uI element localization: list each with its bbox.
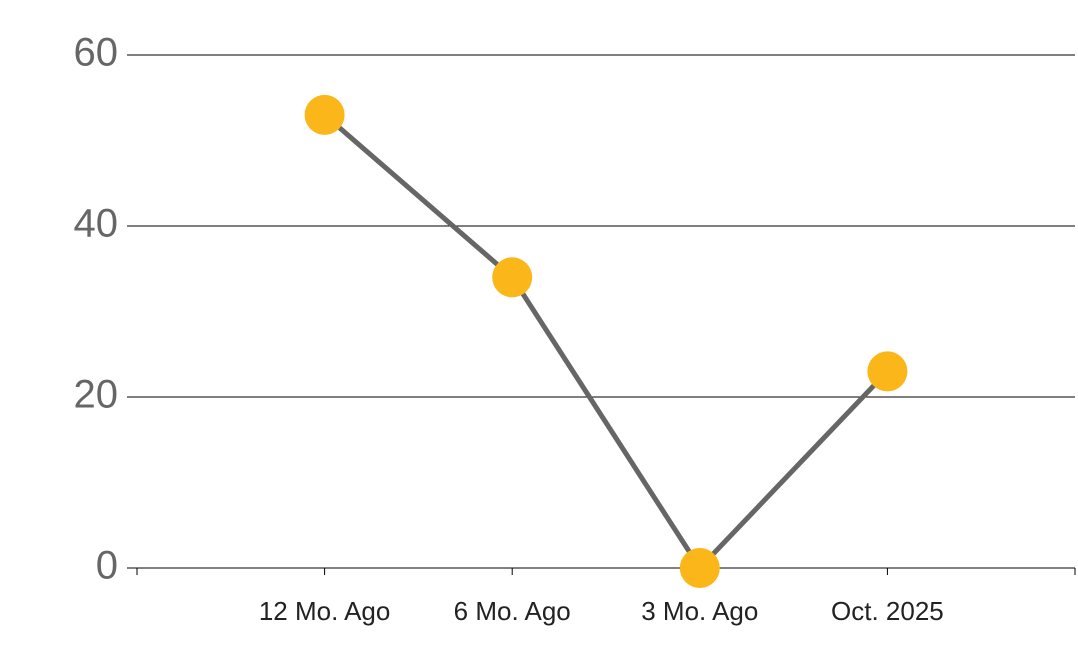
marker: [679, 548, 720, 588]
series-line: [322, 112, 890, 573]
x-tick-label: 6 Mo. Ago: [454, 596, 571, 626]
marker: [492, 257, 533, 298]
x-tick-label: Oct. 2025: [831, 596, 944, 626]
marker: [304, 94, 345, 135]
y-tick-label: 60: [74, 31, 119, 75]
y-tick-label: 0: [96, 544, 118, 588]
y-tick-label: 40: [74, 202, 119, 246]
marker: [867, 351, 908, 392]
y-tick-label: 20: [74, 373, 119, 417]
x-tick-label: 12 Mo. Ago: [259, 596, 391, 626]
x-tick-label: 3 Mo. Ago: [641, 596, 758, 626]
